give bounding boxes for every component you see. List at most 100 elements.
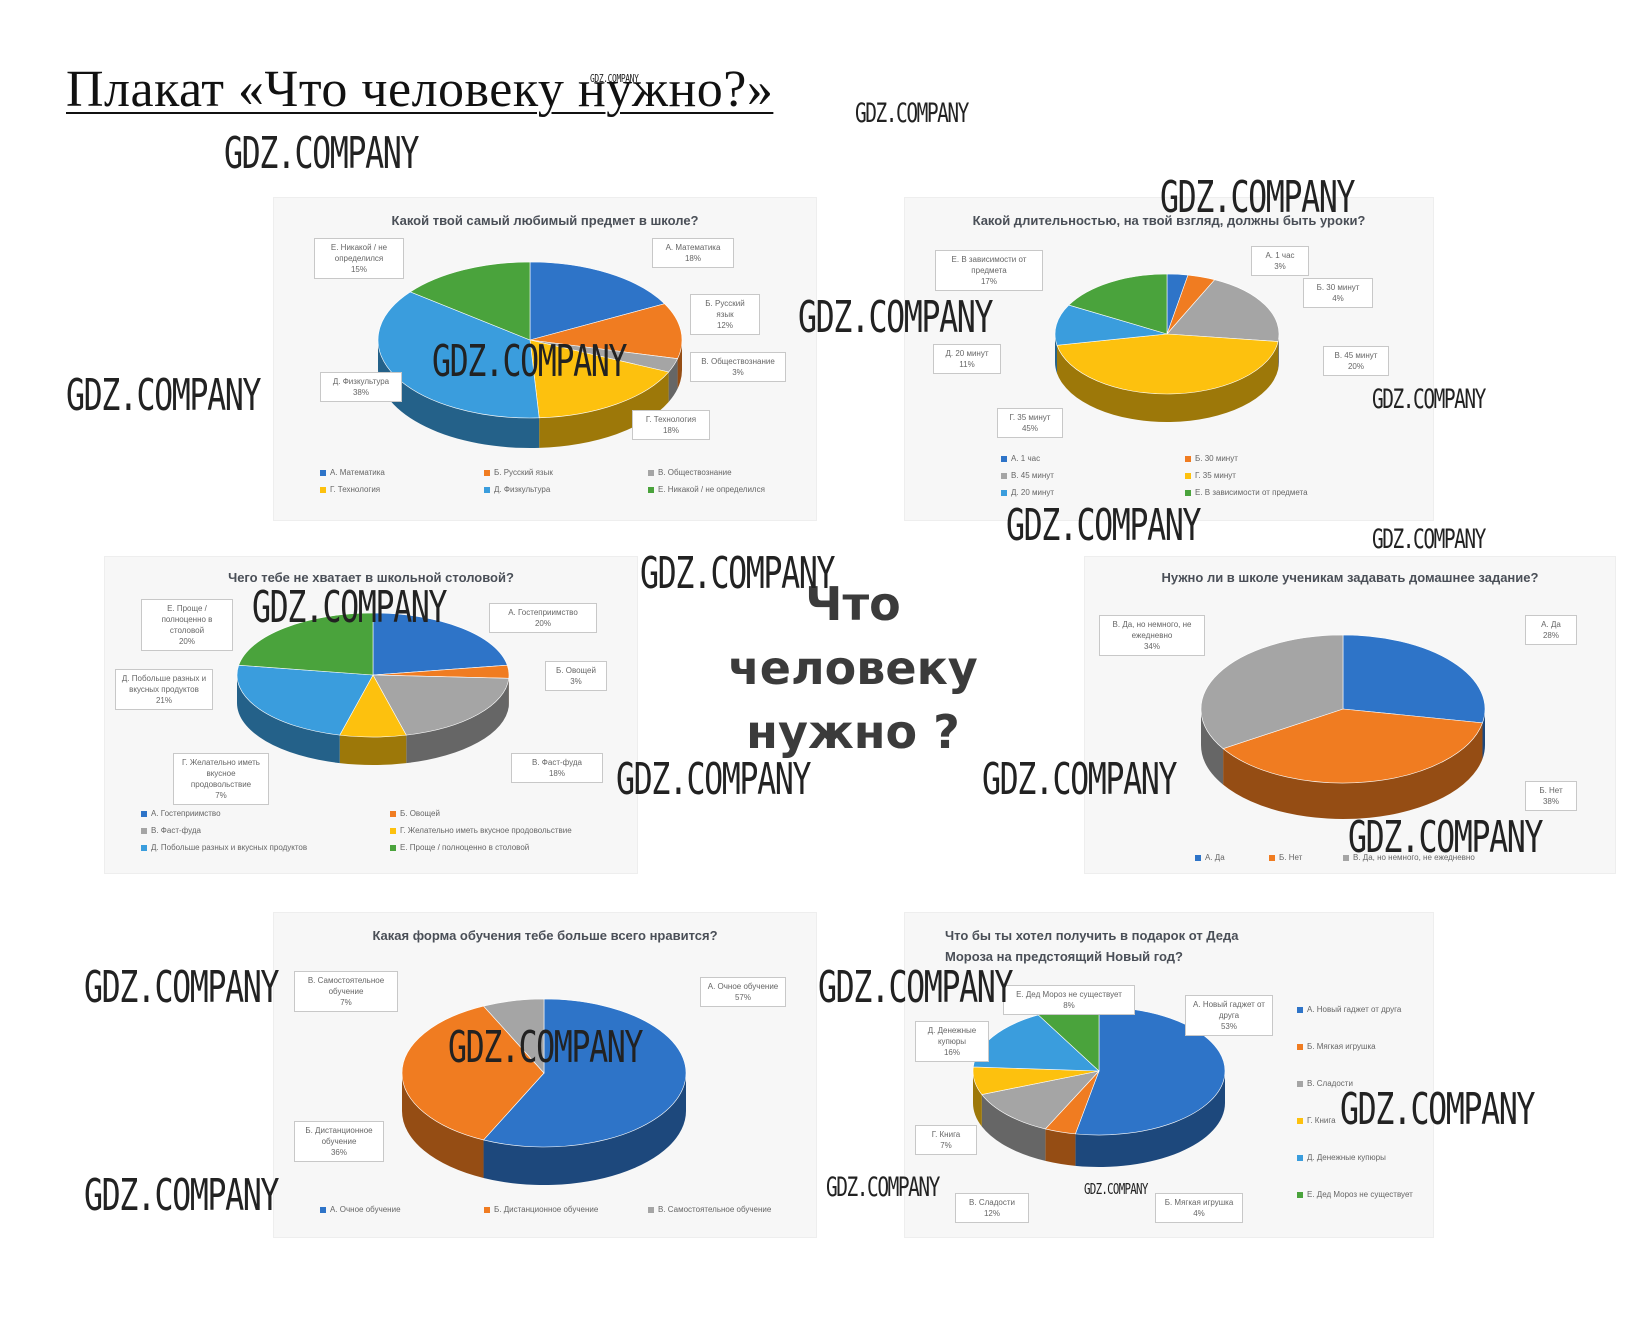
legend-swatch [648,486,654,493]
data-label: Г. 35 минут 45% [997,408,1063,438]
watermark: GDZ.COMPANY [84,962,279,1013]
data-label: А. 1 час 3% [1251,246,1309,276]
legend-item: Г. Желательно иметь вкусное продовольств… [390,826,625,835]
pie-chart [401,998,687,1185]
pie-slice [238,612,374,676]
pie-slice [482,998,687,1148]
chart-legend: А. Новый гаджет от друга Б. Мягкая игруш… [1297,1005,1427,1199]
chart-panel-canteen: Чего тебе не хватает в школьной столовой… [104,556,638,874]
pie-slice-side [406,678,509,764]
pie-slice [1056,333,1279,395]
legend-swatch [1185,489,1191,496]
chart-legend: А. Математика Б. Русский язык В. Обществ… [320,468,798,494]
pie-slice-side [677,340,682,389]
legend-item: Г. 35 минут [1185,471,1355,480]
legend-item: А. Да [1195,853,1255,862]
watermark: GDZ.COMPANY [432,336,627,387]
watermark: GDZ.COMPANY [252,582,447,633]
legend-item: Б. Дистанционное обучение [484,1205,634,1214]
center-heading: Что человеку нужно ? [728,577,978,759]
data-label: Б. Мягкая игрушка 4% [1155,1193,1243,1223]
legend-item: Д. Побольше разных и вкусных продуктов [141,843,376,852]
legend-swatch [1297,1006,1303,1013]
watermark: GDZ.COMPANY [448,1022,643,1073]
data-label: В. Сладости 12% [955,1193,1029,1223]
pie-slice [972,1014,1100,1072]
legend-swatch [484,469,490,476]
data-label: В. Фаст-фуда 18% [511,753,603,783]
data-label: В. Обществознание 3% [690,352,786,382]
chart-title: Нужно ли в школе ученикам задавать домаш… [1161,570,1539,585]
chart-panel-learning-form: Какая форма обучения тебе больше всего н… [273,912,817,1238]
legend-swatch [484,486,490,493]
legend-swatch [1001,472,1007,479]
pie-slice [482,998,545,1074]
legend-item: В. Да, но немного, не ежедневно [1343,853,1563,862]
pie-slice [529,339,670,419]
data-label: Е. Никакой / не определился 15% [314,238,404,279]
data-label: В. 45 минут 20% [1323,346,1389,376]
legend-item: В. Самостоятельное обучение [648,1205,798,1214]
legend-swatch [141,810,147,817]
watermark: GDZ.COMPANY [224,128,419,179]
watermark: GDZ.COMPANY [616,754,811,805]
watermark: GDZ.COMPANY [1348,812,1543,863]
chart-panel-lesson-length: Какой длительностью, на твой взгляд, дол… [904,197,1434,521]
data-label: Е. Дед Мороз не существует 8% [1003,985,1135,1015]
pie-slice [409,261,531,341]
pie-slice [529,261,666,341]
watermark: GDZ.COMPANY [1372,524,1486,555]
page-title: Плакат «Что человеку нужно?» [66,61,774,118]
pie-slice-side [981,1094,1046,1161]
watermark: GDZ.COMPANY [1372,384,1486,415]
data-label: А. Новый гаджет от друга 53% [1185,995,1273,1036]
legend-swatch [1297,1043,1303,1050]
data-label: Д. Побольше разных и вкусных продуктов 21… [115,669,213,710]
watermark: GDZ.COMPANY [1160,172,1355,223]
chart-panel-favorite-subject: Какой твой самый любимый предмет в школе… [273,197,817,521]
legend-item: Д. 20 минут [1001,488,1171,497]
legend-swatch [390,827,396,834]
pie-slice-side [402,1073,484,1178]
watermark: GDZ.COMPANY [84,1170,279,1221]
data-label: Д. Денежные купюры 16% [915,1021,989,1062]
legend-item: Д. Физкультура [484,485,634,494]
watermark: GDZ.COMPANY [818,962,1013,1013]
pie-chart [377,261,683,448]
legend-swatch [320,1206,326,1213]
legend-item: Г. Технология [320,485,470,494]
legend-item: Б. Мягкая игрушка [1297,1042,1427,1051]
legend-item: В. Сладости [1297,1079,1427,1088]
legend-swatch [390,810,396,817]
data-label: А. Гостеприимство 20% [489,603,597,633]
legend-swatch [141,844,147,851]
chart-legend: А. Гостеприимство Б. Овощей В. Фаст-фуда… [141,809,625,852]
pie-chart [972,1006,1226,1167]
pie-slice-side [973,1071,982,1127]
pie-slice [1342,634,1486,724]
chart-legend: А. 1 час Б. 30 минут В. 45 минут Г. 35 м… [1001,454,1355,497]
data-label: В. Да, но немного, не ежедневно 34% [1099,615,1205,656]
legend-swatch [1001,455,1007,462]
legend-item: В. 45 минут [1001,471,1171,480]
watermark: GDZ.COMPANY [798,292,993,343]
data-label: Д. Физкультура 38% [320,372,402,402]
pie-slice [1054,304,1168,346]
legend-item: Е. В зависимости от предмета [1185,488,1355,497]
data-label: А. Математика 18% [652,238,734,268]
watermark: GDZ.COMPANY [855,98,969,129]
legend-swatch [1269,854,1275,861]
legend-item: Е. Проще / полноценно в столовой [390,843,625,852]
pie-slice [529,303,683,359]
data-label: Е. В зависимости от предмета 17% [935,250,1043,291]
legend-item: А. Математика [320,468,470,477]
legend-swatch [1297,1117,1303,1124]
chart-title: Какой длительностью, на твой взгляд, дол… [972,213,1366,228]
data-label: Г. Технология 18% [632,410,710,440]
legend-swatch [1297,1191,1303,1198]
legend-item: А. Гостеприимство [141,809,376,818]
watermark: GDZ.COMPANY [1340,1084,1535,1135]
chart-title: Какая форма обучения тебе больше всего н… [372,928,718,943]
pie-slice [1200,634,1344,749]
data-label: Б. Дистанционное обучение 36% [294,1121,384,1162]
